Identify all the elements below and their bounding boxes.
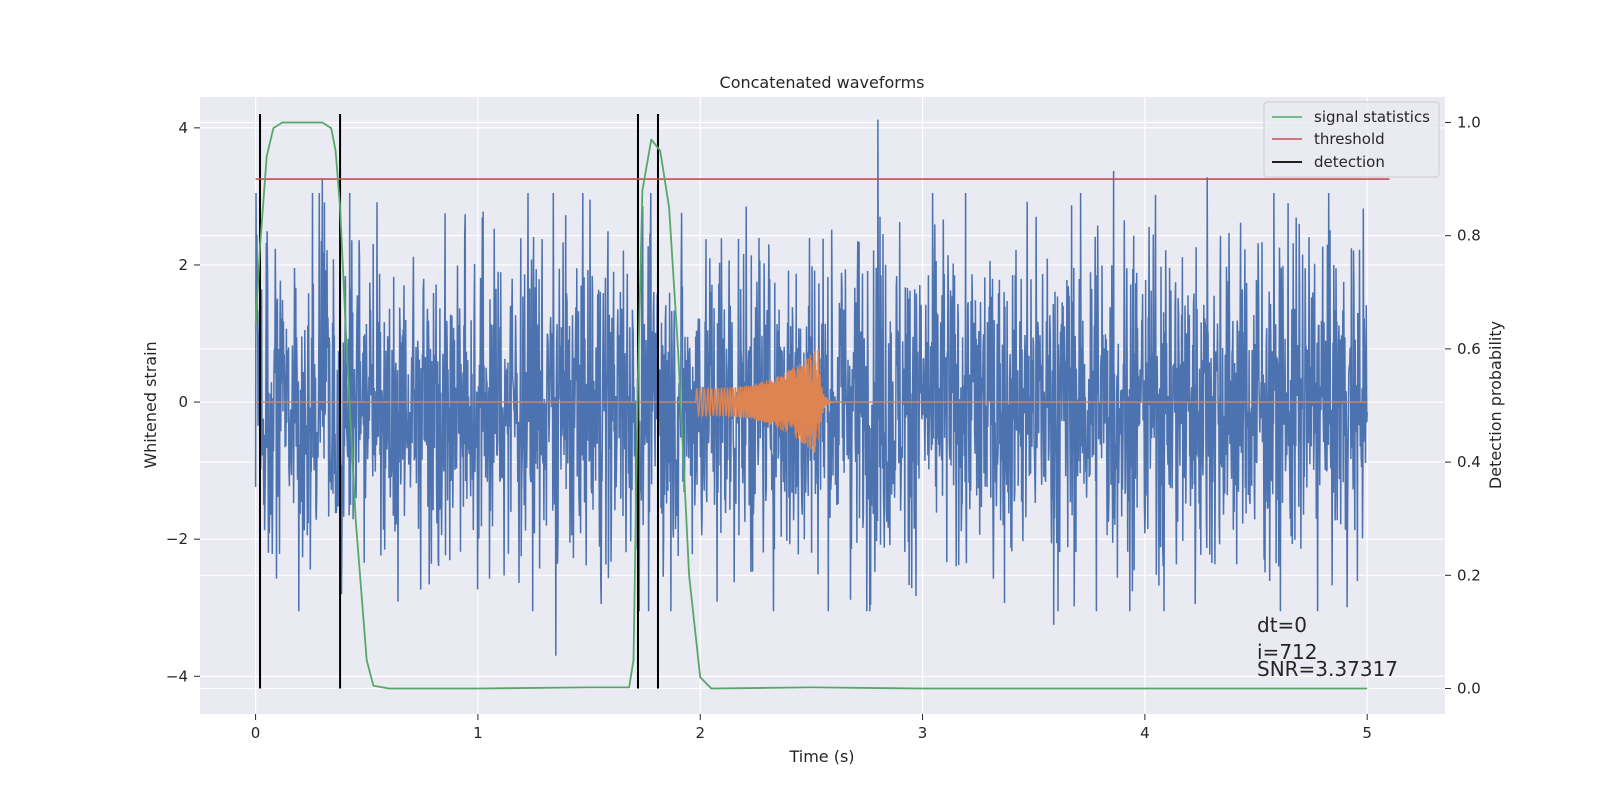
x-tick-label: 1 bbox=[473, 724, 483, 742]
legend-label-signal-statistics: signal statistics bbox=[1314, 108, 1430, 126]
annotation-index: i=712 bbox=[1257, 640, 1318, 664]
legend-box bbox=[1263, 101, 1440, 178]
signal-statistics-line bbox=[254, 121, 1368, 690]
y-tick-label: 2 bbox=[178, 256, 188, 274]
y2-tick-label: 0.4 bbox=[1457, 453, 1481, 471]
x-axis-label: Time (s) bbox=[788, 747, 854, 766]
y2-tick-label: 0.6 bbox=[1457, 340, 1481, 358]
y-axis-label: Whitened strain bbox=[141, 341, 160, 468]
x-tick-label: 4 bbox=[1140, 724, 1150, 742]
y2-axis-label: Detection probability bbox=[1486, 321, 1505, 489]
ticks: 0 1 2 3 4 5 −4 −2 0 2 4 0.0 0.2 0.4 0.6 0.8 1.0 bbox=[166, 113, 1481, 742]
x-tick-label: 5 bbox=[1362, 724, 1372, 742]
y-tick-label: −4 bbox=[166, 667, 188, 685]
legend: signal statistics threshold detection bbox=[1263, 101, 1440, 178]
legend-label-detection: detection bbox=[1314, 153, 1385, 171]
x-tick-label: 0 bbox=[251, 724, 261, 742]
annotation-snr: SNR=3.37317 bbox=[1257, 657, 1398, 681]
marks bbox=[254, 113, 1390, 690]
x-tick-label: 2 bbox=[695, 724, 705, 742]
y-tick-label: 0 bbox=[178, 393, 188, 411]
y2-tick-label: 1.0 bbox=[1457, 113, 1481, 131]
y-tick-label: 4 bbox=[178, 119, 188, 137]
legend-label-threshold: threshold bbox=[1314, 130, 1385, 148]
y2-tick-label: 0.8 bbox=[1457, 227, 1481, 245]
injection-line bbox=[255, 349, 1368, 453]
x-tick-label: 3 bbox=[918, 724, 928, 742]
y-tick-label: −2 bbox=[166, 530, 188, 548]
chart-title: Concatenated waveforms bbox=[720, 73, 925, 92]
y2-tick-label: 0.2 bbox=[1457, 566, 1481, 584]
annotation-dt: dt=0 bbox=[1257, 613, 1307, 637]
y2-tick-label: 0.0 bbox=[1457, 680, 1481, 698]
